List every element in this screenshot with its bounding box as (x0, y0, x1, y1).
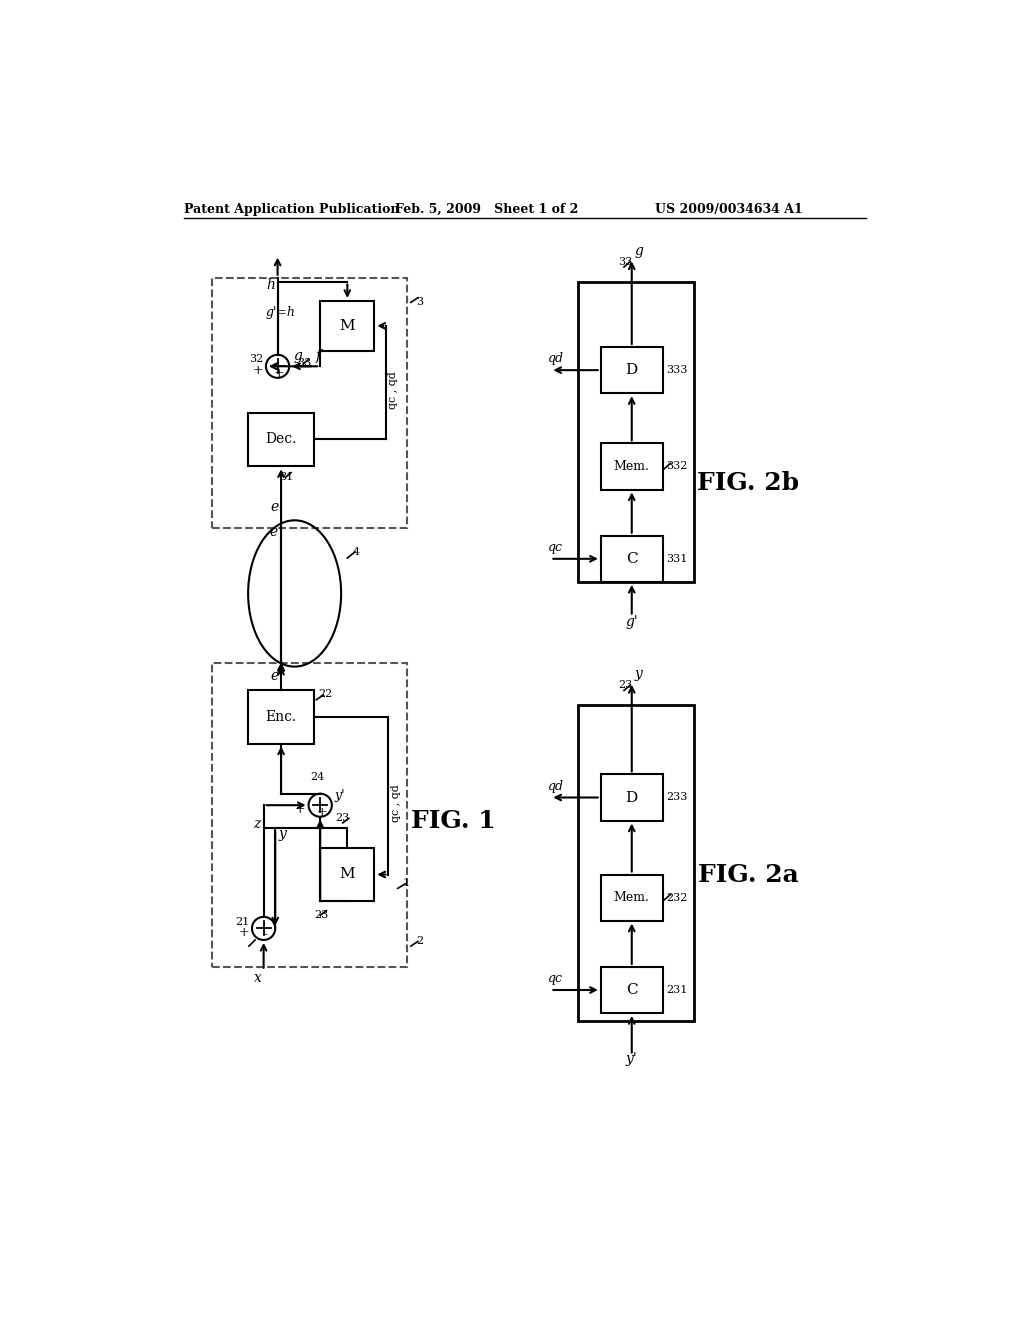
Text: 21: 21 (234, 916, 249, 927)
Text: g: g (634, 244, 643, 257)
Bar (601, 347, 663, 393)
Text: y: y (279, 826, 287, 841)
Text: FIG. 1: FIG. 1 (412, 809, 496, 833)
Text: 24: 24 (310, 772, 325, 781)
Text: FIG. 2a: FIG. 2a (697, 863, 799, 887)
Text: e: e (270, 500, 279, 513)
Bar (321, 847, 375, 902)
Text: 331: 331 (666, 554, 687, 564)
Text: 23: 23 (617, 680, 632, 690)
Text: y': y' (626, 1052, 637, 1067)
Text: h: h (266, 279, 274, 292)
Text: f: f (316, 350, 322, 363)
Text: qd: qd (548, 352, 564, 366)
Text: C: C (626, 552, 638, 566)
Text: M: M (340, 867, 355, 882)
Text: 33: 33 (297, 358, 311, 368)
Text: g'=h: g'=h (266, 306, 296, 319)
Text: x: x (254, 972, 262, 985)
Bar (601, 966, 663, 1014)
Text: qc , qd: qc , qd (388, 371, 398, 409)
Text: 33: 33 (617, 256, 632, 267)
Bar (601, 875, 663, 921)
Bar (578, 281, 693, 582)
Text: D: D (626, 363, 638, 378)
Text: M: M (340, 319, 355, 333)
Text: e: e (270, 669, 279, 684)
Text: qd: qd (548, 780, 564, 793)
Text: 1: 1 (402, 878, 410, 888)
Text: y': y' (335, 789, 345, 803)
Bar (321, 301, 375, 351)
Text: 22: 22 (317, 689, 332, 700)
Text: +: + (273, 367, 285, 380)
Text: 32: 32 (249, 355, 263, 364)
Text: Dec.: Dec. (265, 433, 297, 446)
Text: g': g' (626, 615, 638, 628)
Bar (248, 413, 314, 466)
Text: +: + (252, 363, 263, 376)
Text: FIG. 2b: FIG. 2b (697, 470, 799, 495)
Text: Feb. 5, 2009   Sheet 1 of 2: Feb. 5, 2009 Sheet 1 of 2 (395, 203, 579, 216)
Text: 233: 233 (666, 792, 687, 803)
Text: qc: qc (548, 973, 563, 985)
Text: Patent Application Publication: Patent Application Publication (183, 203, 399, 216)
Text: qc: qc (548, 541, 563, 554)
Text: Mem.: Mem. (613, 891, 649, 904)
Text: 332: 332 (666, 462, 687, 471)
Bar (212, 663, 407, 966)
Text: -: - (262, 928, 267, 942)
Text: z: z (254, 817, 261, 832)
Bar (601, 536, 663, 582)
Text: D: D (626, 791, 638, 804)
Text: qc , qd: qc , qd (391, 784, 400, 822)
Bar (601, 775, 663, 821)
Text: +: + (316, 807, 327, 818)
Text: C: C (626, 983, 638, 997)
Text: 2: 2 (417, 936, 424, 946)
Text: Enc.: Enc. (265, 710, 297, 723)
Text: 4: 4 (352, 546, 359, 557)
Text: y: y (634, 667, 642, 681)
Text: 23: 23 (336, 813, 350, 822)
Text: g: g (293, 350, 302, 363)
Text: 31: 31 (280, 473, 294, 482)
Text: +: + (239, 925, 249, 939)
Text: 3: 3 (417, 297, 424, 306)
Bar (248, 690, 314, 743)
Text: 231: 231 (666, 985, 687, 995)
Text: e: e (269, 525, 278, 539)
Text: US 2009/0034634 A1: US 2009/0034634 A1 (655, 203, 803, 216)
Text: 232: 232 (666, 892, 687, 903)
Bar (212, 277, 407, 528)
Text: 23: 23 (314, 911, 329, 920)
Text: 333: 333 (666, 366, 687, 375)
Bar (578, 705, 693, 1020)
Text: +: + (295, 803, 305, 816)
Bar (601, 444, 663, 490)
Text: Mem.: Mem. (613, 459, 649, 473)
